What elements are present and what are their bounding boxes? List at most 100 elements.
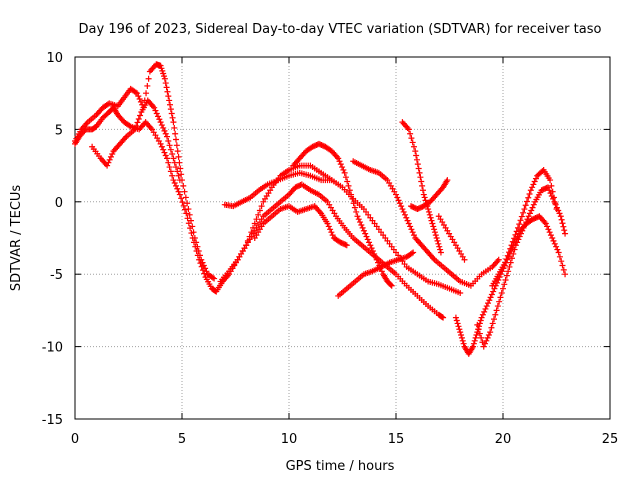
data-point (155, 113, 162, 120)
data-point (160, 124, 167, 131)
data-point (513, 228, 520, 235)
x-tick-label: 0 (71, 432, 79, 447)
data-point (134, 90, 141, 97)
data-point (175, 172, 182, 179)
data-point (164, 155, 171, 162)
data-point (428, 217, 435, 224)
data-point (472, 334, 479, 341)
data-point (174, 185, 181, 192)
data-point (341, 169, 348, 176)
x-tick-label: 5 (178, 432, 186, 447)
data-point (414, 161, 421, 168)
data-point (530, 181, 537, 188)
data-point (453, 317, 460, 324)
data-point (431, 229, 438, 236)
data-point (504, 252, 511, 259)
data-point (161, 75, 168, 82)
data-point (485, 300, 492, 307)
data-point (547, 177, 554, 184)
data-point (458, 332, 465, 339)
data-point (396, 200, 403, 207)
x-axis-label: GPS time / hours (286, 459, 395, 474)
data-point (525, 213, 532, 220)
data-point (542, 220, 549, 227)
data-point (394, 194, 401, 201)
data-point (519, 227, 526, 234)
data-point (359, 224, 366, 231)
data-point (554, 246, 561, 253)
data-point (473, 332, 480, 339)
data-point (372, 253, 379, 260)
data-point (531, 178, 538, 185)
data-point (413, 152, 420, 159)
data-point (460, 340, 467, 347)
data-point (162, 80, 169, 87)
data-point (498, 290, 505, 297)
data-point (440, 314, 447, 321)
data-point (521, 221, 528, 228)
data-point (452, 314, 459, 321)
series-arc-8 (221, 169, 335, 210)
data-point (164, 133, 171, 140)
data-point (493, 307, 500, 314)
data-point (425, 208, 432, 215)
data-point (328, 177, 335, 184)
data-point (555, 249, 562, 256)
data-point (502, 276, 509, 283)
data-point (527, 187, 534, 194)
data-point (151, 104, 158, 111)
plot-area-frame (74, 56, 611, 420)
data-point (169, 151, 176, 158)
data-point (203, 268, 210, 275)
data-point (557, 213, 564, 220)
data-point (175, 188, 182, 195)
data-point (479, 311, 486, 318)
data-point (167, 146, 174, 153)
data-point (137, 112, 144, 119)
data-point (520, 224, 527, 231)
data-point (503, 272, 510, 279)
data-point (523, 198, 530, 205)
data-point (388, 282, 395, 289)
data-point (544, 223, 551, 230)
data-point (546, 229, 553, 236)
series-arc-10 (399, 119, 444, 256)
data-point (487, 294, 494, 301)
data-point (145, 75, 152, 82)
data-point (421, 194, 428, 201)
data-point (337, 161, 344, 168)
data-point (176, 191, 183, 198)
x-tick-label: 15 (388, 432, 405, 447)
data-point (173, 136, 180, 143)
data-point (157, 62, 164, 69)
series-arc-12 (435, 213, 468, 263)
data-point (193, 239, 200, 246)
data-point (157, 140, 164, 147)
data-point (165, 93, 172, 100)
data-point (418, 178, 425, 185)
data-point (202, 265, 209, 272)
data-point (253, 216, 260, 223)
y-tick-label: -5 (50, 268, 63, 283)
data-point (135, 115, 142, 122)
data-point (360, 227, 367, 234)
y-tick-label: -15 (42, 413, 63, 428)
data-point (528, 207, 535, 214)
data-point (165, 159, 172, 166)
data-point (195, 248, 202, 255)
data-point (503, 256, 510, 263)
data-point (255, 211, 262, 218)
data-point (164, 88, 171, 95)
data-point (470, 340, 477, 347)
data-point (327, 226, 334, 233)
data-point (559, 220, 566, 227)
data-point (198, 256, 205, 263)
data-point (378, 268, 385, 275)
x-tick-label: 20 (495, 432, 512, 447)
data-point (413, 156, 420, 163)
data-point (363, 233, 370, 240)
data-point (517, 217, 524, 224)
data-point (165, 137, 172, 144)
data-point (172, 130, 179, 137)
data-point (488, 324, 495, 331)
